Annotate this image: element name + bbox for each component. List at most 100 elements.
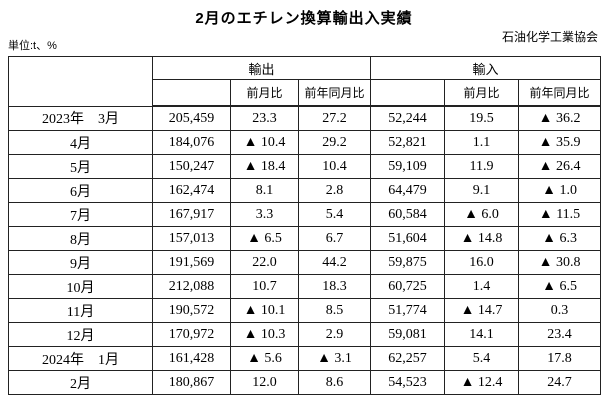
table-row: 12月 170,972 ▲ 10.3 2.9 59,081 14.1 23.4 (8, 322, 602, 347)
table-row: 2023年 3月 205,459 23.3 27.2 52,244 19.5 ▲ 36.2 (8, 105, 602, 131)
table-row: 2024年 1月 161,428 ▲ 5.6 ▲ 3.1 62,257 5.4 17.8 (8, 346, 602, 371)
export-mom-cell: 23.3 (230, 105, 299, 131)
import-mom-cell: 16.0 (444, 250, 520, 275)
export-value-cell: 167,917 (152, 202, 231, 227)
period-cell: 4月 (8, 130, 153, 155)
header-import-yoy: 前年同月比 (518, 79, 602, 107)
import-value-cell: 59,109 (370, 154, 446, 179)
export-yoy-cell: 2.8 (297, 178, 372, 203)
table-row: 11月 190,572 ▲ 10.1 8.5 51,774 ▲ 14.7 0.3 (8, 298, 602, 323)
import-value-cell: 60,584 (370, 202, 446, 227)
export-yoy-cell: 8.6 (297, 370, 372, 395)
import-yoy-cell: ▲ 1.0 (518, 178, 602, 203)
period-cell: 8月 (8, 226, 153, 251)
import-value-cell: 52,821 (370, 130, 446, 155)
import-mom-cell: 9.1 (444, 178, 520, 203)
import-mom-cell: 5.4 (444, 346, 520, 371)
export-mom-cell: ▲ 5.6 (230, 346, 299, 371)
import-mom-cell: ▲ 14.7 (444, 298, 520, 323)
header-import-group: 輸入 (370, 56, 602, 80)
export-value-cell: 180,867 (152, 370, 231, 395)
export-value-cell: 150,247 (152, 154, 231, 179)
period-cell: 2月 (8, 370, 153, 395)
export-yoy-cell: 27.2 (297, 105, 372, 131)
import-mom-cell: 1.1 (444, 130, 520, 155)
export-mom-cell: ▲ 18.4 (230, 154, 299, 179)
export-value-cell: 212,088 (152, 274, 231, 299)
period-cell: 9月 (8, 250, 153, 275)
trade-results-table: 輸出 輸入 前月比 前年同月比 前月比 前年同月比 2023年 3月 205,45… (8, 56, 602, 395)
export-value-cell: 157,013 (152, 226, 231, 251)
export-yoy-cell: 8.5 (297, 298, 372, 323)
import-mom-cell: ▲ 14.8 (444, 226, 520, 251)
import-yoy-cell: 0.3 (518, 298, 602, 323)
export-yoy-cell: 5.4 (297, 202, 372, 227)
import-value-cell: 51,774 (370, 298, 446, 323)
table-row: 8月 157,013 ▲ 6.5 6.7 51,604 ▲ 14.8 ▲ 6.3 (8, 226, 602, 251)
table-row: 5月 150,247 ▲ 18.4 10.4 59,109 11.9 ▲ 26.4 (8, 154, 602, 179)
table-body: 2023年 3月 205,459 23.3 27.2 52,244 19.5 ▲ 36.2 4… (8, 105, 602, 395)
import-mom-cell: 19.5 (444, 105, 520, 131)
import-yoy-cell: ▲ 36.2 (518, 105, 602, 131)
period-cell: 12月 (8, 322, 153, 347)
import-yoy-cell: ▲ 11.5 (518, 202, 602, 227)
export-yoy-cell: 44.2 (297, 250, 372, 275)
export-value-cell: 190,572 (152, 298, 231, 323)
export-value-cell: 191,569 (152, 250, 231, 275)
table-row: 4月 184,076 ▲ 10.4 29.2 52,821 1.1 ▲ 35.9 (8, 130, 602, 155)
header-import-mom: 前月比 (444, 79, 520, 107)
export-mom-cell: 3.3 (230, 202, 299, 227)
export-yoy-cell: 10.4 (297, 154, 372, 179)
export-yoy-cell: 6.7 (297, 226, 372, 251)
export-mom-cell: 10.7 (230, 274, 299, 299)
table-row: 9月 191,569 22.0 44.2 59,875 16.0 ▲ 30.8 (8, 250, 602, 275)
import-yoy-cell: ▲ 30.8 (518, 250, 602, 275)
export-mom-cell: 22.0 (230, 250, 299, 275)
import-value-cell: 54,523 (370, 370, 446, 395)
import-value-cell: 59,081 (370, 322, 446, 347)
import-mom-cell: ▲ 12.4 (444, 370, 520, 395)
table-row: 6月 162,474 8.1 2.8 64,479 9.1 ▲ 1.0 (8, 178, 602, 203)
header-export-mom: 前月比 (230, 79, 299, 107)
import-mom-cell: 1.4 (444, 274, 520, 299)
export-mom-cell: ▲ 10.4 (230, 130, 299, 155)
table-row: 10月 212,088 10.7 18.3 60,725 1.4 ▲ 6.5 (8, 274, 602, 299)
period-cell: 6月 (8, 178, 153, 203)
import-value-cell: 51,604 (370, 226, 446, 251)
import-yoy-cell: ▲ 6.3 (518, 226, 602, 251)
header-export-group: 輸出 (151, 56, 372, 80)
import-mom-cell: 11.9 (444, 154, 520, 179)
table-row: 2月 180,867 12.0 8.6 54,523 ▲ 12.4 24.7 (8, 370, 602, 395)
export-value-cell: 205,459 (152, 105, 231, 131)
period-cell: 2024年 1月 (8, 346, 153, 371)
header-row-groups: 輸出 輸入 (8, 56, 602, 107)
export-mom-cell: 8.1 (230, 178, 299, 203)
header-import-value-blank (370, 79, 446, 107)
header-period-blank (8, 56, 153, 107)
period-cell: 5月 (8, 154, 153, 179)
export-yoy-cell: 2.9 (297, 322, 372, 347)
import-value-cell: 59,875 (370, 250, 446, 275)
export-yoy-cell: 29.2 (297, 130, 372, 155)
period-cell: 2023年 3月 (8, 105, 153, 131)
export-value-cell: 162,474 (152, 178, 231, 203)
import-mom-cell: 14.1 (444, 322, 520, 347)
import-mom-cell: ▲ 6.0 (444, 202, 520, 227)
organization-label: 石油化学工業協会 (501, 30, 598, 44)
export-yoy-cell: ▲ 3.1 (297, 346, 372, 371)
import-value-cell: 62,257 (370, 346, 446, 371)
import-yoy-cell: 23.4 (518, 322, 602, 347)
export-yoy-cell: 18.3 (297, 274, 372, 299)
import-yoy-cell: ▲ 6.5 (518, 274, 602, 299)
table-row: 7月 167,917 3.3 5.4 60,584 ▲ 6.0 ▲ 11.5 (8, 202, 602, 227)
header-export-yoy: 前年同月比 (297, 79, 372, 107)
export-value-cell: 170,972 (152, 322, 231, 347)
export-value-cell: 184,076 (152, 130, 231, 155)
period-cell: 7月 (8, 202, 153, 227)
import-value-cell: 52,244 (370, 105, 446, 131)
import-yoy-cell: ▲ 26.4 (518, 154, 602, 179)
page-title: 2月のエチレン換算輸出入実績 (195, 10, 413, 27)
import-yoy-cell: 17.8 (518, 346, 602, 371)
period-cell: 10月 (8, 274, 153, 299)
